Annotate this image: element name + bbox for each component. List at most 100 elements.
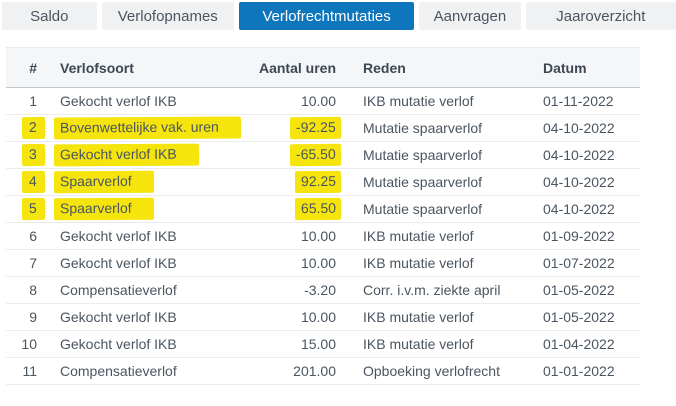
table-row: 1 Gekocht verlof IKB 10.00 IKB mutatie v… [6, 87, 640, 115]
aantal-uren-text: 92.25 [294, 170, 342, 194]
cell-verlofsoort: Gekocht verlof IKB [37, 87, 240, 115]
tab-saldo[interactable]: Saldo [2, 2, 97, 30]
cell-row-number: 7 [6, 249, 37, 277]
tab-label: Saldo [30, 7, 69, 25]
row-number-text: 11 [22, 362, 37, 379]
aantal-uren-text: 10.00 [300, 92, 336, 109]
aantal-uren-text: -92.25 [290, 116, 342, 140]
tab-verlofopnames[interactable]: Verlofopnames [101, 2, 234, 30]
verlofsoort-text: Gekocht verlof IKB [60, 308, 177, 325]
cell-reden: IKB mutatie verlof [336, 87, 543, 115]
cell-verlofsoort: Gekocht verlof IKB [37, 222, 240, 250]
table-row: 8 Compensatieverlof -3.20 Corr. i.v.m. z… [6, 276, 640, 304]
cell-datum: 01-04-2022 [543, 330, 640, 358]
cell-aantal-uren: 10.00 [240, 222, 336, 250]
cell-datum: 01-05-2022 [543, 276, 640, 304]
aantal-uren-text: -3.20 [304, 281, 336, 298]
verlofsoort-text: Spaarverlof [53, 197, 154, 221]
cell-row-number: 8 [6, 276, 37, 304]
aantal-uren-text: 10.00 [300, 254, 336, 271]
cell-row-number: 5 [6, 195, 46, 223]
verlofrechtmutaties-table: # Verlofsoort Aantal uren Reden Datum 1 … [6, 47, 640, 385]
column-header-datum: Datum [543, 47, 640, 88]
aantal-uren-text: 65.50 [294, 197, 342, 221]
cell-aantal-uren: -65.50 [240, 141, 342, 169]
cell-row-number: 11 [6, 357, 37, 385]
table-header-row: # Verlofsoort Aantal uren Reden Datum [6, 47, 640, 88]
cell-datum: 04-10-2022 [543, 195, 640, 223]
verlofrechtmutaties-panel: # Verlofsoort Aantal uren Reden Datum 1 … [6, 47, 676, 385]
cell-row-number: 6 [6, 222, 37, 250]
cell-datum: 01-09-2022 [543, 222, 640, 250]
column-header-reden: Reden [336, 47, 543, 88]
tab-label: Verlofopnames [117, 7, 218, 25]
cell-datum: 04-10-2022 [543, 141, 640, 169]
row-number-text: 7 [29, 254, 37, 271]
cell-row-number: 3 [6, 141, 46, 169]
tab-aanvragen[interactable]: Aanvragen [419, 2, 521, 30]
cell-datum: 04-10-2022 [543, 114, 640, 142]
row-number-text: 6 [29, 227, 37, 244]
verlofsoort-text: Gekocht verlof IKB [60, 92, 177, 109]
row-number-text: 9 [29, 308, 37, 325]
verlofsoort-text: Gekocht verlof IKB [60, 335, 177, 352]
verlofsoort-text: Gekocht verlof IKB [60, 227, 177, 244]
cell-row-number: 2 [6, 114, 46, 142]
verlofsoort-text: Spaarverlof [53, 170, 154, 194]
aantal-uren-text: 15.00 [300, 335, 336, 352]
verlofsoort-text: Compensatieverlof [60, 362, 177, 379]
cell-row-number: 10 [6, 330, 37, 358]
cell-reden: IKB mutatie verlof [336, 249, 543, 277]
aantal-uren-text: -65.50 [290, 143, 342, 167]
cell-datum: 01-11-2022 [543, 87, 640, 115]
row-number-text: 5 [22, 197, 46, 221]
table-row: 2 Bovenwettelijke vak. uren -92.25 Mutat… [6, 114, 640, 142]
cell-aantal-uren: 92.25 [240, 168, 342, 196]
cell-reden: IKB mutatie verlof [336, 330, 543, 358]
table-row: 4 Spaarverlof 92.25 Mutatie spaarverlof … [6, 168, 640, 196]
row-number-text: 2 [22, 116, 46, 140]
column-header-number: # [6, 47, 37, 88]
row-number-text: 4 [22, 170, 46, 194]
tab-label: Jaaroverzicht [556, 7, 646, 25]
tab-label: Aanvragen [433, 7, 507, 25]
table-row: 6 Gekocht verlof IKB 10.00 IKB mutatie v… [6, 222, 640, 250]
cell-verlofsoort: Spaarverlof [37, 168, 240, 196]
cell-reden: Opboeking verlofrecht [336, 357, 543, 385]
row-number-text: 8 [29, 281, 37, 298]
table-row: 9 Gekocht verlof IKB 10.00 IKB mutatie v… [6, 303, 640, 331]
cell-datum: 04-10-2022 [543, 168, 640, 196]
column-header-verlofsoort: Verlofsoort [37, 47, 240, 88]
cell-reden: Mutatie spaarverlof [336, 114, 543, 142]
column-header-aantal-uren: Aantal uren [240, 47, 336, 88]
aantal-uren-text: 201.00 [293, 362, 336, 379]
table-row: 7 Gekocht verlof IKB 10.00 IKB mutatie v… [6, 249, 640, 277]
cell-datum: 01-01-2022 [543, 357, 640, 385]
cell-aantal-uren: 10.00 [240, 303, 336, 331]
verlofsoort-text: Gekocht verlof IKB [53, 143, 199, 167]
cell-reden: IKB mutatie verlof [336, 222, 543, 250]
cell-verlofsoort: Gekocht verlof IKB [37, 249, 240, 277]
cell-row-number: 9 [6, 303, 37, 331]
cell-reden: Mutatie spaarverlof [336, 195, 543, 223]
cell-aantal-uren: 10.00 [240, 87, 336, 115]
cell-row-number: 1 [6, 87, 37, 115]
cell-verlofsoort: Gekocht verlof IKB [37, 141, 240, 169]
cell-verlofsoort: Compensatieverlof [37, 276, 240, 304]
cell-verlofsoort: Gekocht verlof IKB [37, 303, 240, 331]
verlofsoort-text: Compensatieverlof [60, 281, 177, 298]
cell-verlofsoort: Spaarverlof [37, 195, 240, 223]
tab-bar: Saldo Verlofopnames Verlofrechtmutaties … [2, 2, 676, 30]
tab-jaaroverzicht[interactable]: Jaaroverzicht [525, 2, 676, 30]
cell-reden: Corr. i.v.m. ziekte april [336, 276, 543, 304]
table-row: 3 Gekocht verlof IKB -65.50 Mutatie spaa… [6, 141, 640, 169]
tab-verlofrechtmutaties[interactable]: Verlofrechtmutaties [238, 2, 415, 30]
cell-aantal-uren: -92.25 [240, 114, 342, 142]
cell-aantal-uren: 15.00 [240, 330, 336, 358]
cell-datum: 01-07-2022 [543, 249, 640, 277]
cell-row-number: 4 [6, 168, 46, 196]
tab-label: Verlofrechtmutaties [262, 7, 391, 25]
row-number-text: 3 [22, 143, 46, 167]
cell-reden: Mutatie spaarverlof [336, 168, 543, 196]
cell-datum: 01-05-2022 [543, 303, 640, 331]
